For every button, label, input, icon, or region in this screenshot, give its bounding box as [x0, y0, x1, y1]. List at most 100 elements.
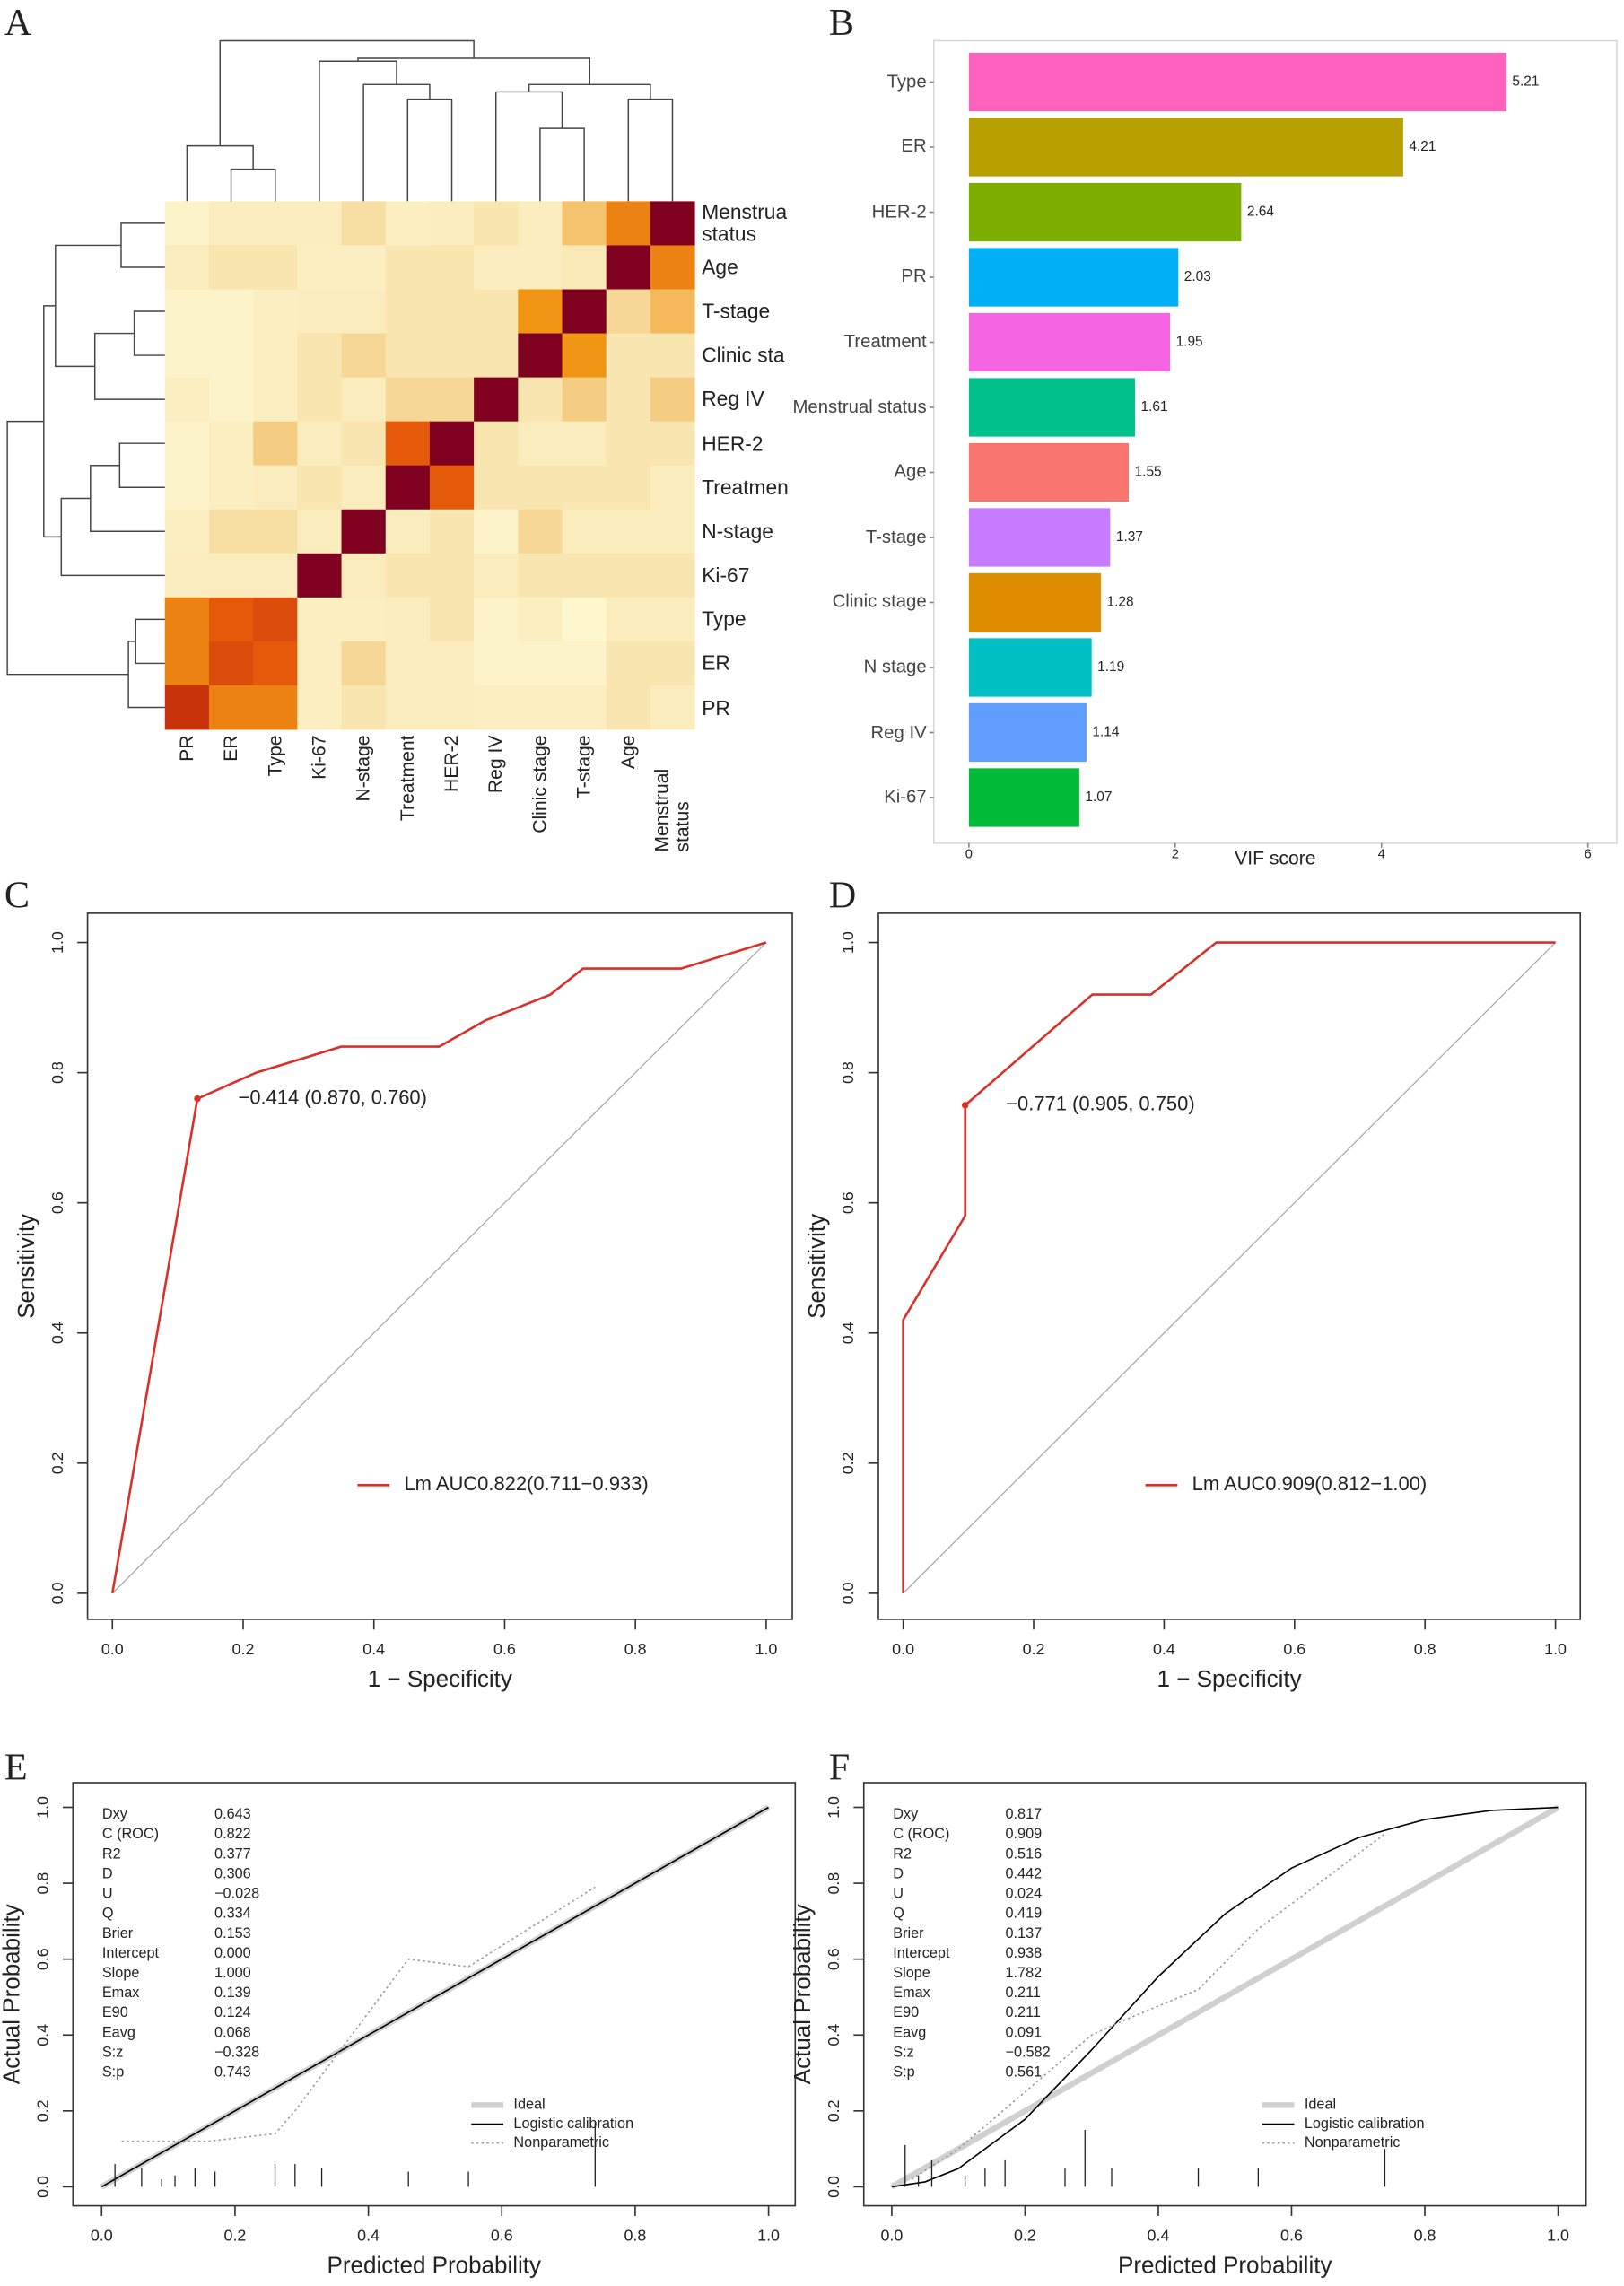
- stat-name: C (ROC): [102, 1826, 159, 1842]
- bar: [968, 378, 1135, 437]
- stat-value: 0.419: [1005, 1906, 1042, 1922]
- heatmap-cell: [208, 333, 254, 379]
- column-label-box: Age: [617, 736, 639, 770]
- plot-frame: [862, 1782, 1587, 2207]
- dendrogram-branch: [406, 98, 453, 202]
- heatmap-cell: [429, 465, 475, 510]
- heatmap-cell: [208, 597, 254, 642]
- y-tick-label: 1.0: [34, 1796, 52, 1819]
- heatmap-cell: [650, 245, 695, 290]
- legend-label: Ideal: [513, 2097, 545, 2113]
- annotation-text: −0.771 (0.905, 0.750): [1006, 1093, 1194, 1115]
- heatmap-cell: [474, 421, 519, 467]
- heatmap-cell: [297, 333, 343, 379]
- heatmap-cell: [164, 421, 210, 467]
- heatmap-cell: [253, 245, 298, 290]
- heatmap-cell: [650, 289, 695, 335]
- stat-name: S:z: [102, 2044, 123, 2060]
- row-label-box: HER-2: [702, 432, 763, 454]
- stat-name: Dxy: [102, 1806, 128, 1822]
- heatmap-cell: [606, 421, 651, 467]
- x-tick-label: 2: [1172, 848, 1179, 862]
- heatmap-cell: [341, 641, 387, 686]
- heatmap-cell: [385, 201, 431, 246]
- panel-label: C: [4, 874, 30, 916]
- heatmap-cell: [474, 685, 519, 730]
- category-label: PR: [901, 266, 927, 287]
- heatmap-cell: [562, 421, 607, 467]
- column-label-box: Ki-67: [308, 736, 329, 780]
- stat-value: 0.442: [1005, 1865, 1042, 1881]
- stat-name: Slope: [893, 1965, 930, 1981]
- heatmap-cell: [429, 289, 475, 335]
- value-label: 1.19: [1097, 659, 1124, 675]
- heatmap-cell: [297, 201, 343, 246]
- heatmap-cell: [253, 597, 298, 642]
- heatmap-cell: [164, 333, 210, 379]
- heatmap-cell: [253, 201, 298, 246]
- y-tick-label: 0.6: [839, 1191, 857, 1214]
- row-label-box: Ki-67: [702, 564, 749, 586]
- value-label: 1.95: [1176, 335, 1203, 350]
- stat-value: −0.028: [214, 1886, 259, 1902]
- y-tick-label: 0.4: [48, 1322, 66, 1344]
- x-axis-label: VIF score: [1235, 848, 1315, 868]
- annotation-text: −0.414 (0.870, 0.760): [239, 1086, 427, 1108]
- heatmap-cell: [341, 377, 387, 423]
- heatmap-cell: [385, 465, 431, 510]
- stat-value: −0.328: [214, 2044, 259, 2060]
- column-label-box: HER-2: [441, 736, 462, 792]
- y-tick-label: 0.8: [48, 1061, 66, 1084]
- dendrogram-branch: [319, 60, 397, 202]
- dendrogram-branch: [93, 332, 165, 400]
- heatmap-cell: [474, 641, 519, 686]
- stat-name: U: [102, 1886, 113, 1902]
- stat-value: 0.743: [214, 2064, 251, 2081]
- heatmap-cell: [385, 289, 431, 335]
- value-label: 1.07: [1085, 790, 1112, 805]
- stat-value: 0.822: [214, 1826, 251, 1842]
- heatmap-cell: [562, 641, 607, 686]
- bar: [968, 768, 1079, 827]
- heatmap-cell: [208, 641, 254, 686]
- row-label: ER: [702, 650, 730, 675]
- heatmap-cell: [562, 333, 607, 379]
- heatmap-cell: [650, 377, 695, 423]
- column-label-box: Reg IV: [485, 736, 506, 794]
- heatmap-cell: [253, 553, 298, 598]
- heatmap-cell: [253, 509, 298, 554]
- heatmap-cell: [429, 377, 475, 423]
- stat-value: −0.582: [1005, 2044, 1050, 2060]
- row-label: Reg IV: [702, 387, 764, 411]
- heatmap-cell: [385, 553, 431, 598]
- heatmap-cell: [518, 421, 563, 467]
- annotation-point: [194, 1095, 201, 1103]
- x-tick-label: 0.8: [1414, 2226, 1436, 2244]
- stat-value: 0.124: [214, 2004, 251, 2020]
- heatmap-cell: [474, 553, 519, 598]
- x-tick-label: 0.2: [1014, 2226, 1036, 2244]
- heatmap-cell: [208, 245, 254, 290]
- x-axis-label: Predicted Probability: [327, 2252, 541, 2279]
- heatmap-cell: [208, 509, 254, 554]
- x-tick-label: 1.0: [1547, 2226, 1569, 2244]
- category-label-box: N stage: [864, 657, 927, 676]
- x-tick-label: 0.6: [491, 2226, 513, 2244]
- x-tick-label: 1.0: [755, 1640, 777, 1658]
- x-tick-label: 1.0: [1544, 1640, 1567, 1658]
- heatmap-cell: [650, 465, 695, 510]
- x-tick-label: 0.6: [1280, 2226, 1303, 2244]
- category-label-box: T-stage: [866, 527, 927, 545]
- column-label-box: T-stage: [572, 736, 594, 799]
- stat-value: 0.817: [1005, 1806, 1042, 1822]
- heatmap-cell: [208, 685, 254, 730]
- stat-name: Emax: [893, 1985, 930, 2001]
- heatmap-cell: [164, 201, 210, 246]
- category-label-box: Treatment: [844, 332, 927, 351]
- legend-label: Logistic calibration: [1305, 2116, 1425, 2132]
- heatmap-cell: [385, 685, 431, 730]
- row-label-box: Age: [702, 256, 738, 277]
- row-label-box: T-stage: [702, 300, 770, 321]
- column-label: Treatment: [396, 735, 418, 822]
